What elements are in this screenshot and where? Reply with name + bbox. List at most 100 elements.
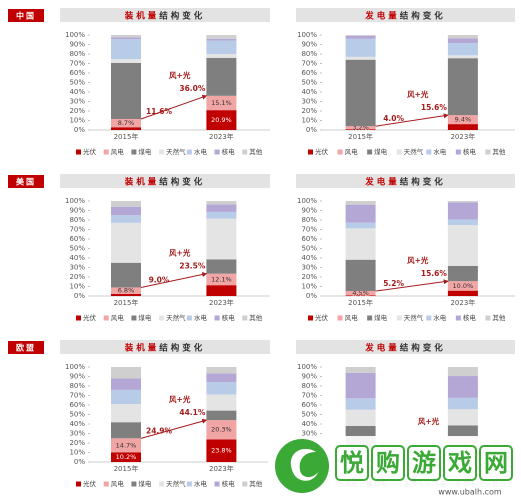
- legend-swatch: [214, 481, 220, 487]
- bar-segment: [447, 42, 478, 56]
- bar-segment: [447, 124, 478, 130]
- y-tick-label: 10%: [69, 117, 85, 125]
- wind-solar-end-label: 15.6%: [421, 103, 448, 112]
- legend-label: 核电: [222, 479, 236, 488]
- title-highlight: 装机量: [124, 176, 160, 187]
- legend-swatch: [242, 315, 248, 321]
- y-tick-label: 70%: [69, 60, 85, 68]
- y-tick-label: 50%: [69, 79, 85, 87]
- bar-segment: [111, 404, 141, 423]
- bar-segment: [345, 372, 376, 399]
- bar-segment: [111, 389, 141, 405]
- wind-solar-arrow: [140, 418, 208, 439]
- legend-swatch: [308, 315, 313, 321]
- bar-segment: [111, 62, 141, 119]
- title-rest: 结构变化: [400, 342, 446, 353]
- bar-segment: [206, 95, 237, 111]
- bar-segment: [111, 206, 141, 216]
- y-tick-label: 60%: [69, 235, 85, 243]
- y-tick-label: 20%: [69, 107, 85, 115]
- bar-segment: [111, 367, 141, 379]
- legend-swatch: [159, 315, 165, 321]
- y-tick-label: 60%: [301, 401, 317, 409]
- y-tick-label: 0%: [74, 292, 85, 300]
- data-label: 20.3%: [211, 426, 232, 434]
- y-tick-label: 0%: [306, 126, 317, 134]
- chart-title: 装机量结构变化: [124, 176, 206, 187]
- title-bar: [296, 8, 515, 22]
- x-tick-label: 2015年: [348, 298, 373, 307]
- region-label: 美国: [16, 177, 36, 187]
- y-tick-label: 100%: [65, 197, 85, 205]
- legend-swatch: [159, 481, 165, 487]
- bar-segment: [206, 201, 237, 205]
- data-label: 12.1%: [211, 275, 232, 283]
- legend-label: 水电: [194, 479, 208, 488]
- bar-segment: [345, 35, 376, 36]
- bar-segment: [206, 40, 237, 54]
- bar-segment: [447, 219, 478, 226]
- legend-label: 煤电: [374, 313, 388, 322]
- legend-swatch: [131, 149, 137, 155]
- legend-label: 光伏: [315, 147, 329, 156]
- y-tick-label: 90%: [69, 373, 85, 381]
- bar-segment: [447, 35, 478, 39]
- legend-swatch: [367, 149, 373, 155]
- wind-solar-start-label: 11.6%: [146, 107, 173, 116]
- data-label: 0.8%: [352, 126, 369, 134]
- legend-label: 风电: [345, 147, 359, 156]
- wind-solar-start-label: 5.2%: [383, 279, 404, 288]
- bar-segment: [345, 398, 376, 410]
- title-rest: 结构变化: [159, 342, 205, 353]
- y-tick-label: 100%: [65, 363, 85, 371]
- y-tick-label: 50%: [69, 245, 85, 253]
- wind-solar-arrow: [375, 113, 449, 127]
- y-tick-label: 80%: [69, 50, 85, 58]
- x-tick-label: 2023年: [209, 464, 234, 473]
- legend-label: 核电: [222, 147, 236, 156]
- wind-solar-arrow: [375, 279, 449, 292]
- legend-label: 核电: [463, 313, 477, 322]
- y-tick-label: 90%: [301, 207, 317, 215]
- y-tick-label: 30%: [69, 264, 85, 272]
- y-tick-label: 40%: [301, 420, 317, 428]
- y-tick-label: 20%: [301, 273, 317, 281]
- data-label: 6.8%: [118, 287, 135, 295]
- bar-segment: [345, 409, 376, 426]
- region-label: 欧盟: [16, 343, 36, 353]
- bar-segment: [206, 439, 237, 462]
- y-tick-label: 60%: [69, 69, 85, 77]
- legend-label: 光伏: [83, 479, 97, 488]
- legend-label: 煤电: [374, 147, 388, 156]
- legend-swatch: [485, 149, 491, 155]
- bar-segment: [206, 35, 237, 39]
- bar-segment: [447, 201, 478, 203]
- x-tick-label: 2023年: [209, 298, 234, 307]
- legend-label: 风电: [111, 147, 125, 156]
- y-tick-label: 40%: [301, 88, 317, 96]
- y-tick-label: 80%: [69, 382, 85, 390]
- legend-label: 核电: [463, 147, 477, 156]
- y-tick-label: 20%: [69, 439, 85, 447]
- bar-segment: [111, 201, 141, 207]
- wind-solar-label: 风+光: [407, 255, 429, 265]
- y-tick-label: 50%: [301, 411, 317, 419]
- bar-segment: [447, 115, 478, 125]
- bar-segment: [345, 222, 376, 229]
- bar-segment: [345, 56, 376, 60]
- y-tick-label: 60%: [69, 401, 85, 409]
- watermark-char-box: [335, 445, 369, 481]
- legend-label: 光伏: [315, 313, 329, 322]
- legend-label: 煤电: [138, 147, 152, 156]
- bar-segment: [447, 55, 478, 59]
- bar-segment: [206, 285, 237, 296]
- legend-swatch: [455, 149, 461, 155]
- y-tick-label: 90%: [69, 41, 85, 49]
- legend-swatch: [159, 149, 165, 155]
- bar-segment: [206, 394, 237, 411]
- bar-segment: [111, 35, 141, 38]
- bar-segment: [447, 225, 478, 266]
- bar-segment: [345, 228, 376, 260]
- wind-solar-end-label: 15.6%: [421, 269, 448, 278]
- bar-segment: [206, 110, 237, 130]
